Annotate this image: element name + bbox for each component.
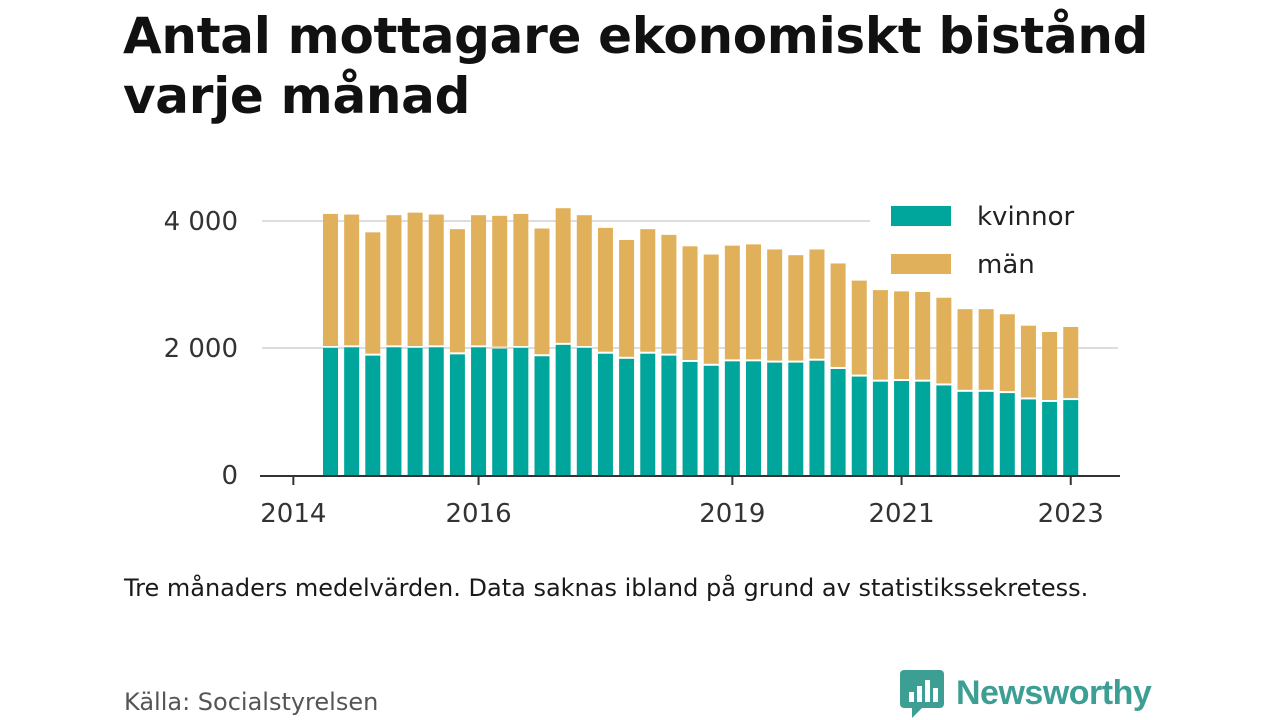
bar-kvinnor: [365, 355, 381, 475]
bar-kvinnor: [323, 348, 338, 475]
bar-man: [724, 245, 740, 360]
bar-kvinnor: [957, 391, 973, 475]
bar-man: [471, 215, 487, 346]
y-tick-label: 4 000: [164, 207, 238, 237]
x-tick-label: 2016: [445, 499, 511, 529]
bar-man: [386, 215, 402, 346]
bar-kvinnor: [724, 361, 740, 475]
brand-logo: Newsworthy: [900, 668, 1152, 718]
bar-kvinnor: [1020, 399, 1036, 475]
brand-name: Newsworthy: [956, 673, 1152, 712]
bar-man: [809, 249, 825, 359]
bar-kvinnor: [830, 368, 846, 475]
bar-kvinnor: [428, 347, 444, 475]
bar-kvinnor: [703, 365, 719, 475]
bar-man: [407, 212, 423, 346]
bar-man: [661, 234, 677, 354]
bar-kvinnor: [872, 381, 888, 475]
bar-man: [767, 249, 783, 361]
legend: kvinnor män: [870, 196, 1140, 290]
chart-note: Tre månaders medelvärden. Data saknas ib…: [124, 574, 1089, 602]
bar-kvinnor: [555, 344, 571, 475]
bar-man: [534, 228, 550, 355]
bar-kvinnor: [1063, 400, 1079, 475]
bar-kvinnor: [851, 376, 867, 475]
bar-kvinnor: [597, 353, 613, 475]
y-tick-label: 0: [221, 461, 238, 491]
bar-man: [619, 239, 635, 357]
stacked-bar-chart: 0 2 000 4 000 2014 2016 2019 2021 2023 kvinnor m…: [163, 196, 1140, 529]
bar-kvinnor: [788, 362, 804, 475]
bar-man: [682, 246, 698, 360]
bar-man: [428, 214, 444, 346]
x-tick-label: 2019: [699, 499, 765, 529]
bar-kvinnor: [471, 347, 487, 475]
bar-kvinnor: [492, 348, 508, 475]
bar-kvinnor: [809, 360, 825, 475]
y-tick-label: 2 000: [164, 334, 238, 364]
bar-kvinnor: [661, 355, 677, 475]
bar-kvinnor: [534, 356, 550, 475]
bar-man: [999, 314, 1015, 392]
bar-man: [555, 208, 571, 343]
x-tick-label: 2021: [868, 499, 934, 529]
bar-kvinnor: [936, 385, 952, 475]
bar-man: [513, 213, 529, 346]
legend-label-kvinnor: kvinnor: [977, 202, 1075, 232]
bar-man: [936, 297, 952, 384]
bar-man: [640, 229, 656, 352]
bar-man: [978, 309, 994, 390]
bar-kvinnor: [746, 361, 761, 475]
bar-man: [830, 263, 846, 367]
bar-man: [492, 215, 508, 347]
x-tick-label: 2014: [260, 499, 326, 529]
bar-man: [597, 227, 613, 352]
bar-man: [788, 255, 804, 361]
chart-title: Antal mottagare ekonomiskt bistånd varje…: [123, 7, 1149, 125]
bar-kvinnor: [449, 354, 465, 475]
bar-kvinnor: [344, 347, 360, 475]
legend-swatch-kvinnor: [891, 206, 951, 226]
bar-man: [851, 280, 867, 375]
bar-kvinnor: [915, 381, 931, 475]
bar-man: [449, 229, 465, 353]
bar-kvinnor: [407, 348, 423, 475]
bar-man: [323, 213, 338, 346]
bar-man: [576, 215, 592, 346]
bar-kvinnor: [640, 353, 656, 475]
bar-kvinnor: [682, 361, 698, 475]
bar-man: [1042, 332, 1058, 400]
bar-kvinnor: [1042, 401, 1058, 475]
bar-kvinnor: [999, 393, 1015, 475]
bar-chart-bubble-icon: [900, 670, 944, 718]
bar-man: [746, 244, 761, 360]
bar-kvinnor: [767, 362, 783, 475]
axes: 0 2 000 4 000 2014 2016 2019 2021 2023: [164, 207, 1120, 529]
bar-kvinnor: [894, 381, 910, 475]
bar-man: [703, 254, 719, 364]
bar-man: [872, 290, 888, 380]
bar-kvinnor: [513, 348, 529, 475]
bar-man: [1063, 326, 1079, 399]
bar-man: [894, 291, 910, 380]
bar-man: [344, 214, 360, 346]
x-tick-label: 2023: [1038, 499, 1104, 529]
source-credit: Källa: Socialstyrelsen: [124, 688, 379, 716]
bar-man: [365, 232, 381, 354]
bars: [323, 208, 1079, 475]
bar-kvinnor: [619, 358, 635, 475]
legend-label-man: män: [977, 250, 1035, 280]
bar-kvinnor: [576, 348, 592, 475]
bar-man: [957, 309, 973, 390]
bar-kvinnor: [386, 347, 402, 475]
bar-kvinnor: [978, 391, 994, 475]
bar-man: [915, 292, 931, 380]
bar-man: [1020, 325, 1036, 398]
legend-swatch-man: [891, 254, 951, 274]
